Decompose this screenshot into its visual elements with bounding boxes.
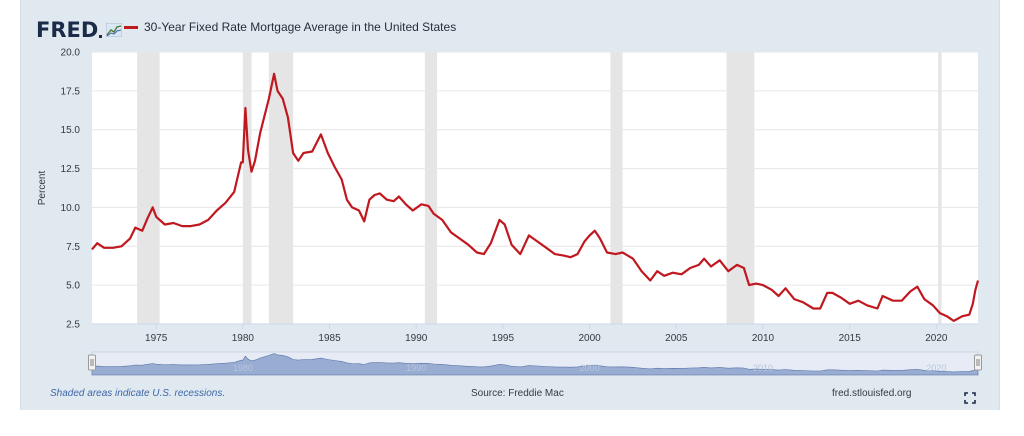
y-tick-label: 20.0 (61, 48, 81, 59)
fred-logo[interactable]: FRED (36, 18, 123, 42)
legend[interactable]: 30-Year Fixed Rate Mortgage Average in t… (124, 20, 456, 34)
navigator-tick-label: 1980 (233, 363, 253, 373)
x-axis-ticks: 1975 1980 1985 1990 1995 2000 2005 2010 2015 2020 (92, 323, 978, 344)
recession-band (726, 52, 755, 324)
x-tick-label: 2000 (578, 333, 601, 344)
recession-bands (92, 52, 978, 324)
navigator-tick-label: 1990 (406, 363, 426, 373)
recession-band (938, 52, 942, 324)
y-tick-label: 12.5 (61, 164, 81, 175)
logo-dot (99, 34, 103, 38)
y-axis-label: Percent (37, 171, 48, 206)
x-tick-label: 1995 (492, 333, 515, 344)
y-tick-label: 10.0 (61, 203, 81, 214)
graph-icon (106, 23, 123, 37)
recession-band (424, 52, 438, 324)
recession-band (242, 52, 252, 324)
x-tick-label: 2010 (752, 333, 775, 344)
recession-band (268, 52, 294, 324)
recessions-note: Shaded areas indicate U.S. recessions. (50, 388, 226, 399)
y-tick-label: 15.0 (61, 125, 81, 136)
x-tick-label: 2015 (839, 333, 862, 344)
x-tick-label: 1975 (145, 333, 168, 344)
fullscreen-icon[interactable] (964, 392, 976, 404)
site-link[interactable]: fred.stlouisfed.org (832, 388, 912, 399)
navigator-tick-label: 2010 (753, 363, 773, 373)
legend-label: 30-Year Fixed Rate Mortgage Average in t… (144, 20, 457, 34)
navigator-tick-label: 2000 (580, 363, 600, 373)
x-tick-label: 1985 (318, 333, 341, 344)
x-tick-label: 1990 (405, 333, 428, 344)
navigator-series (91, 353, 979, 376)
series-layer (91, 72, 980, 322)
y-axis-ticks: 2.5 5.0 7.5 10.0 12.5 15.0 17.5 20.0 (61, 48, 81, 331)
y-tick-label: 5.0 (66, 281, 80, 292)
x-tick-label: 2020 (925, 333, 948, 344)
y-tick-label: 2.5 (66, 320, 80, 331)
fred-logo-text: FRED (36, 18, 99, 42)
plot-area (92, 52, 978, 324)
navigator-handle-right[interactable] (974, 354, 982, 371)
x-tick-label: 2005 (665, 333, 688, 344)
navigator[interactable]: 1980 1990 2000 2010 2020 (88, 351, 982, 376)
recession-band (610, 52, 623, 324)
navigator-tick-label: 2020 (926, 363, 946, 373)
recession-band (137, 52, 160, 324)
y-tick-label: 7.5 (66, 242, 80, 253)
source-label: Source: Freddie Mac (471, 388, 564, 399)
series-line (91, 72, 980, 322)
legend-swatch (124, 25, 138, 29)
x-tick-label: 1980 (232, 333, 255, 344)
y-tick-label: 17.5 (61, 86, 81, 97)
navigator-handle-left[interactable] (88, 354, 96, 371)
